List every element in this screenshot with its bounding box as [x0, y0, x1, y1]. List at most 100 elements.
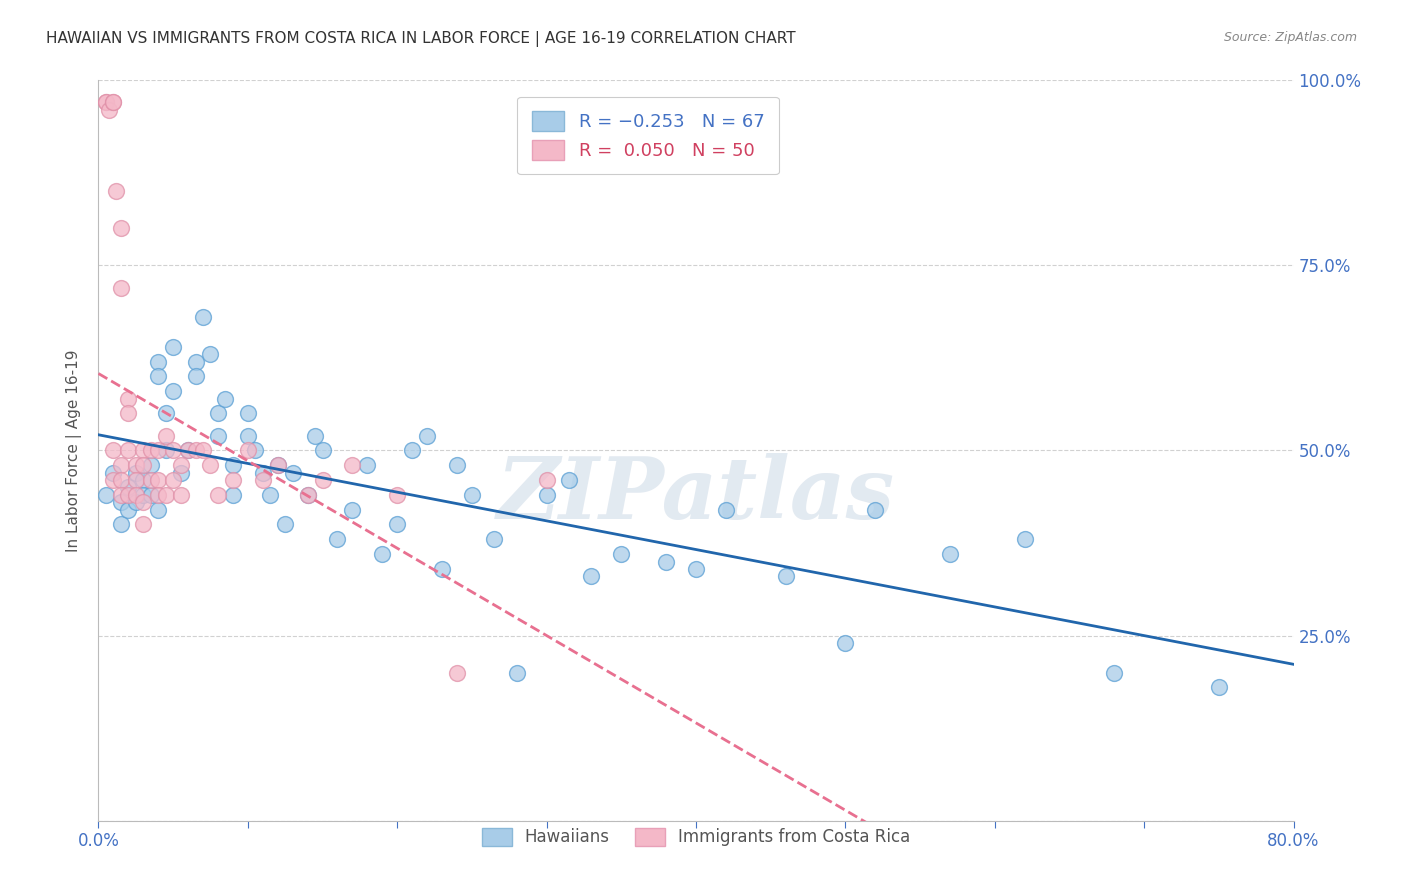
Point [506, 665, 529, 680]
Point [326, 533, 349, 547]
Point [536, 473, 558, 487]
Point [132, 488, 155, 502]
Point [430, 562, 453, 576]
Point [236, 428, 259, 442]
Point [110, 458, 132, 473]
Point [117, 407, 139, 421]
Point [148, 473, 170, 487]
Point [177, 443, 200, 458]
Point [110, 488, 132, 502]
Point [245, 443, 267, 458]
Point [536, 488, 558, 502]
Y-axis label: In Labor Force | Age 16-19: In Labor Force | Age 16-19 [66, 349, 83, 552]
Point [371, 547, 394, 561]
Point [775, 569, 797, 583]
Point [139, 473, 162, 487]
Point [97, 103, 120, 117]
Point [252, 466, 274, 480]
Point [207, 407, 229, 421]
Point [169, 466, 191, 480]
Point [110, 221, 132, 235]
Point [132, 473, 155, 487]
Point [162, 340, 184, 354]
Text: HAWAIIAN VS IMMIGRANTS FROM COSTA RICA IN LABOR FORCE | AGE 16-19 CORRELATION CH: HAWAIIAN VS IMMIGRANTS FROM COSTA RICA I… [46, 31, 796, 47]
Point [207, 428, 229, 442]
Point [281, 466, 304, 480]
Point [148, 369, 170, 384]
Point [342, 458, 364, 473]
Point [103, 473, 125, 487]
Point [311, 443, 333, 458]
Point [132, 458, 155, 473]
Point [1208, 681, 1230, 695]
Point [103, 95, 125, 110]
Point [484, 533, 506, 547]
Point [311, 473, 333, 487]
Point [132, 443, 155, 458]
Point [184, 369, 207, 384]
Point [222, 488, 245, 502]
Point [558, 473, 581, 487]
Point [110, 280, 132, 294]
Point [117, 480, 139, 494]
Point [148, 502, 170, 516]
Point [110, 495, 132, 509]
Point [222, 458, 245, 473]
Point [155, 488, 177, 502]
Point [342, 502, 364, 516]
Point [155, 407, 177, 421]
Point [148, 488, 170, 502]
Point [385, 488, 409, 502]
Point [834, 636, 856, 650]
Point [103, 443, 125, 458]
Point [222, 473, 245, 487]
Point [416, 428, 439, 442]
Point [155, 428, 177, 442]
Point [252, 473, 274, 487]
Point [169, 458, 191, 473]
Point [125, 488, 148, 502]
Point [155, 443, 177, 458]
Point [297, 488, 319, 502]
Point [200, 347, 222, 361]
Point [267, 458, 290, 473]
Point [125, 466, 148, 480]
Point [304, 428, 326, 442]
Point [274, 517, 297, 532]
Point [685, 562, 707, 576]
Point [184, 443, 207, 458]
Point [110, 517, 132, 532]
Point [191, 310, 214, 325]
Point [148, 443, 170, 458]
Point [184, 354, 207, 368]
Point [117, 392, 139, 406]
Point [714, 502, 737, 516]
Point [1014, 533, 1036, 547]
Point [110, 473, 132, 487]
Point [162, 443, 184, 458]
Point [865, 502, 887, 516]
Point [191, 443, 214, 458]
Point [148, 354, 170, 368]
Point [236, 407, 259, 421]
Point [177, 443, 200, 458]
Point [117, 488, 139, 502]
Point [125, 458, 148, 473]
Point [94, 95, 117, 110]
Point [939, 547, 962, 561]
Point [610, 547, 633, 561]
Point [162, 473, 184, 487]
Point [200, 458, 222, 473]
Point [139, 443, 162, 458]
Point [446, 458, 468, 473]
Text: Source: ZipAtlas.com: Source: ZipAtlas.com [1223, 31, 1357, 45]
Point [236, 443, 259, 458]
Point [132, 517, 155, 532]
Point [103, 95, 125, 110]
Point [105, 184, 128, 198]
Point [581, 569, 603, 583]
Point [267, 458, 290, 473]
Point [385, 517, 409, 532]
Point [446, 665, 468, 680]
Point [356, 458, 378, 473]
